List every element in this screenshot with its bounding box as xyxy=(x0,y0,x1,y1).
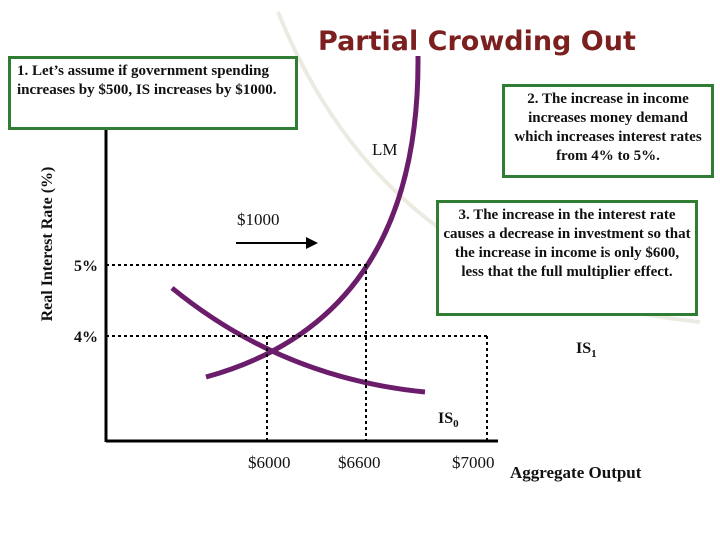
x-axis-label: Aggregate Output xyxy=(510,463,642,482)
callout-step-2: 2. The increase in income increases mone… xyxy=(502,84,714,178)
is1-label-sub: 1 xyxy=(591,348,597,361)
callout-step-3: 3. The increase in the interest rate cau… xyxy=(436,200,698,316)
y-axis-label: Real Interest Rate (%) xyxy=(39,166,56,322)
is0-label: IS0 xyxy=(438,410,459,430)
is0-label-sub: 0 xyxy=(453,418,459,431)
callout-step-1: 1. Let’s assume if government spending i… xyxy=(8,56,298,130)
is1-label: IS1 xyxy=(576,340,597,360)
shift-arrow-head xyxy=(306,237,318,249)
shift-label: $1000 xyxy=(237,210,280,229)
is0-label-text: IS xyxy=(438,410,454,427)
is1-label-text: IS xyxy=(576,340,592,357)
lm-label: LM xyxy=(372,140,398,159)
y-tick-5pct: 5% xyxy=(74,258,98,275)
x-tick-6600: $6600 xyxy=(338,453,381,472)
x-tick-6000: $6000 xyxy=(248,453,291,472)
is0-curve xyxy=(170,286,426,395)
x-tick-7000: $7000 xyxy=(452,453,495,472)
y-tick-4pct: 4% xyxy=(74,329,98,346)
page-title: Partial Crowding Out xyxy=(318,26,636,57)
